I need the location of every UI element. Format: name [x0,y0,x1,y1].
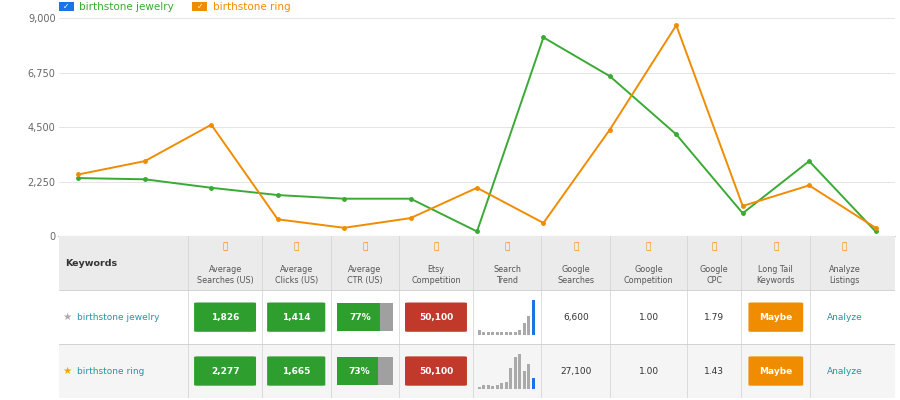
Text: 1.43: 1.43 [705,366,725,376]
Text: 1.00: 1.00 [638,366,659,376]
Bar [509,332,512,335]
Bar [482,332,485,335]
Text: Maybe: Maybe [760,366,792,376]
FancyBboxPatch shape [749,356,803,386]
Bar [337,357,378,385]
Text: Etsy
Competition: Etsy Competition [411,264,461,285]
Text: 77%: 77% [350,313,372,322]
Bar [58,290,896,344]
Text: ⓘ: ⓘ [842,242,847,252]
Bar [527,316,530,335]
Bar [58,236,896,290]
Text: Average
Clicks (US): Average Clicks (US) [274,264,318,285]
Text: Maybe: Maybe [760,313,792,322]
Text: Analyze
Listings: Analyze Listings [829,264,860,285]
Bar [487,385,490,388]
FancyBboxPatch shape [749,302,803,332]
Text: Google
Searches: Google Searches [557,264,594,285]
Bar [491,332,494,335]
Bar [478,387,481,388]
Text: birthstone ring: birthstone ring [213,2,291,12]
Text: Google
Competition: Google Competition [624,264,673,285]
Text: 2,277: 2,277 [211,366,239,376]
FancyBboxPatch shape [267,356,325,386]
Bar [532,378,535,388]
Text: Average
Searches (US): Average Searches (US) [197,264,254,285]
Text: ★: ★ [62,312,71,322]
Text: birthstone ring: birthstone ring [76,366,144,376]
Bar [482,385,485,388]
Text: 1.00: 1.00 [638,313,659,322]
Text: 1,665: 1,665 [282,366,310,376]
Bar [380,303,393,331]
Text: ⓘ: ⓘ [712,242,717,252]
Text: ⓘ: ⓘ [362,242,367,252]
Text: ⓘ: ⓘ [646,242,652,252]
Text: Analyze: Analyze [826,366,862,376]
Bar [496,332,499,335]
Bar [478,330,481,335]
Bar [500,332,503,335]
Bar [523,371,526,388]
FancyBboxPatch shape [194,356,256,386]
Bar [58,344,896,398]
Text: 1,826: 1,826 [211,313,239,322]
Bar [487,332,490,335]
Text: ⓘ: ⓘ [222,242,228,252]
Text: 50,100: 50,100 [418,313,453,322]
Text: 1.79: 1.79 [704,313,725,322]
Text: ⓘ: ⓘ [293,242,299,252]
Bar [509,368,512,388]
Text: ⓘ: ⓘ [504,242,509,252]
Text: Google
CPC: Google CPC [700,264,729,285]
Bar [337,303,380,331]
FancyBboxPatch shape [405,356,467,386]
Bar [491,386,494,388]
FancyBboxPatch shape [267,302,325,332]
Bar [505,332,508,335]
Bar [514,357,517,388]
Bar [496,385,499,388]
Bar [514,332,517,335]
Text: 50,100: 50,100 [418,366,453,376]
Text: birthstone jewelry: birthstone jewelry [76,313,159,322]
Bar [378,357,393,385]
Text: ⓘ: ⓘ [433,242,438,252]
Bar [527,364,530,388]
Bar [523,323,526,335]
Text: 73%: 73% [348,366,370,376]
Text: birthstone jewelry: birthstone jewelry [79,2,175,12]
Bar [518,354,521,388]
Bar [518,330,521,335]
Text: Analyze: Analyze [826,313,862,322]
Text: 27,100: 27,100 [560,366,591,376]
FancyBboxPatch shape [405,302,467,332]
Text: ⓘ: ⓘ [773,242,778,252]
Text: Keywords: Keywords [65,259,117,268]
Bar [505,382,508,388]
Text: Search
Trend: Search Trend [493,264,521,285]
Text: ⓘ: ⓘ [573,242,579,252]
Text: Long Tail
Keywords: Long Tail Keywords [757,264,795,285]
Bar [500,383,503,388]
Text: 1,414: 1,414 [282,313,310,322]
Text: 6,600: 6,600 [562,313,589,322]
Text: Average
CTR (US): Average CTR (US) [347,264,382,285]
Bar [532,300,535,335]
FancyBboxPatch shape [194,302,256,332]
Text: ★: ★ [62,366,71,376]
